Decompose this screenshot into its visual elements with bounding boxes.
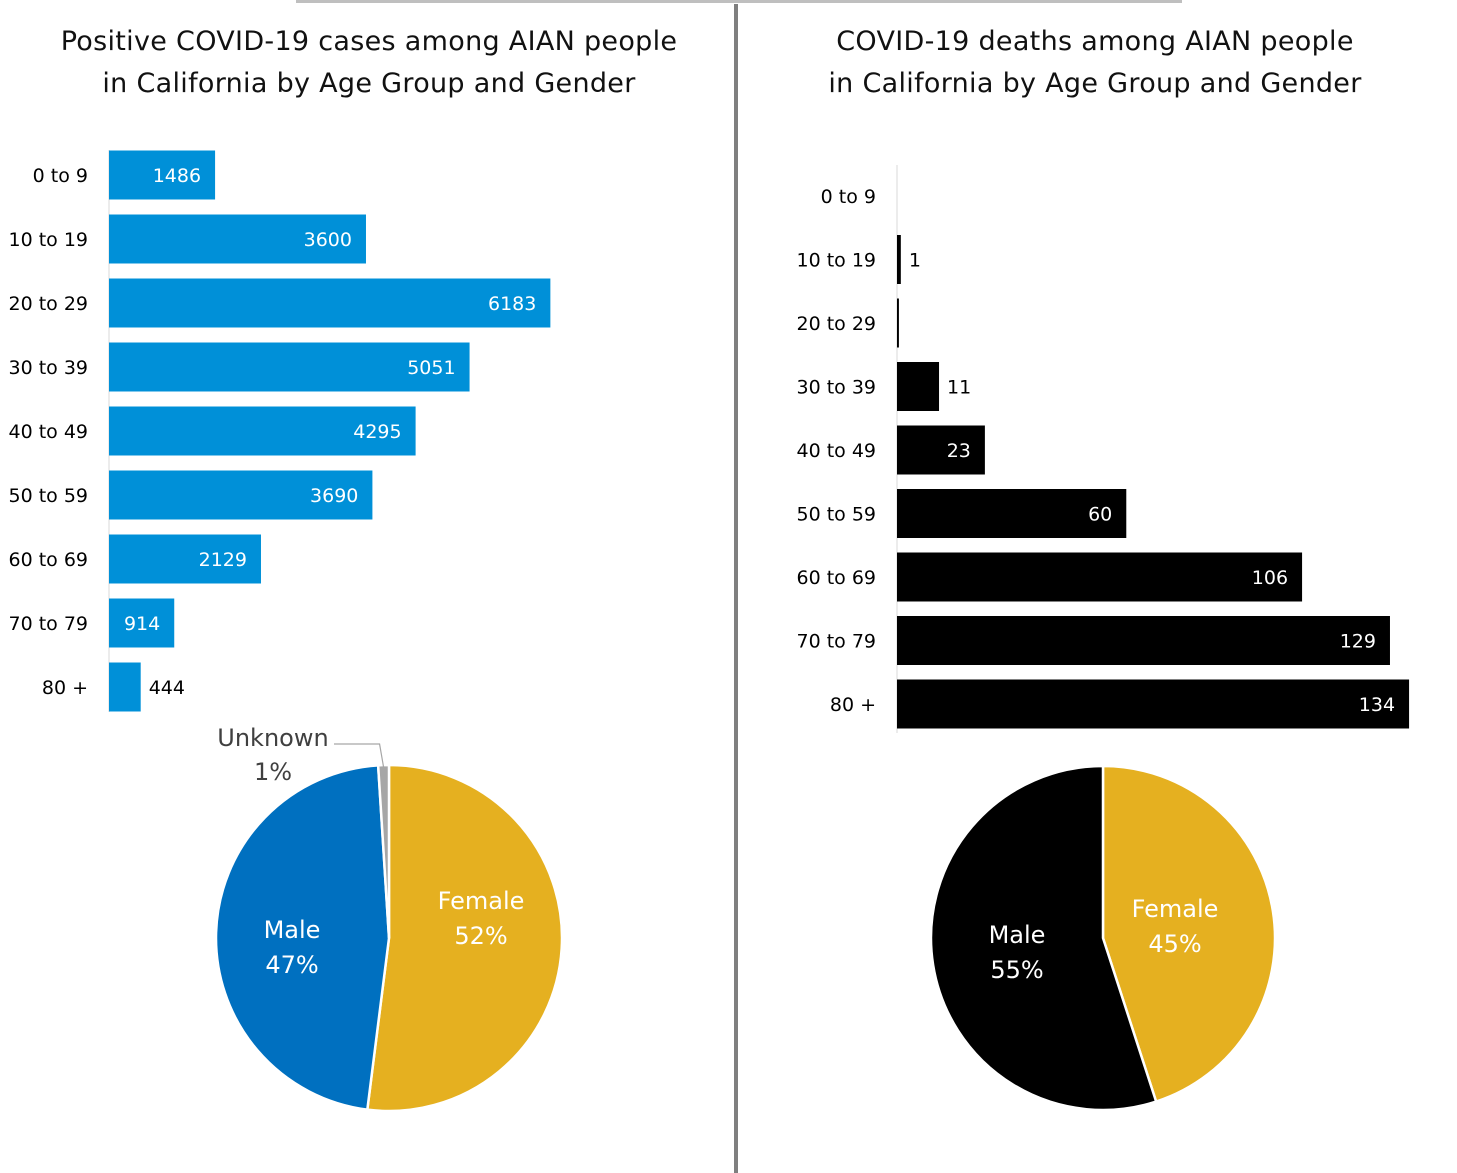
cases-bar: [109, 278, 551, 328]
deaths-category-label: 0 to 9: [821, 186, 876, 208]
deaths-pie-slice-female: [1101, 764, 1277, 1104]
cases-category-label: 70 to 79: [8, 613, 88, 635]
deaths-pie-label-male: Male: [989, 921, 1046, 949]
cases-bar: [109, 598, 175, 648]
cases-title-line1: Positive COVID-19 cases among AIAN peopl…: [60, 26, 678, 57]
cases-data-label: 914: [124, 613, 160, 635]
cases-data-label: 4295: [353, 421, 401, 443]
cases-category-label: 30 to 39: [8, 357, 88, 379]
cases-chart-title: Positive COVID-19 cases among AIAN peopl…: [10, 21, 728, 105]
cases-data-label: 1486: [153, 165, 201, 187]
cases-bar: [109, 342, 470, 392]
cases-data-label: 3600: [304, 229, 352, 251]
cases-category-label: 40 to 49: [8, 421, 88, 443]
deaths-category-label: 20 to 29: [796, 313, 876, 335]
deaths-pie-pct-female: 45%: [1148, 930, 1201, 958]
cases-data-label: 2129: [199, 549, 247, 571]
deaths-bar: [897, 425, 985, 475]
panel-divider: [734, 4, 738, 1173]
cases-bar: [109, 534, 261, 584]
deaths-bar: [897, 298, 899, 348]
cases-category-label: 0 to 9: [33, 165, 88, 187]
cases-bar-chart: 0 to 9 1486 10 to 19 3600 20 to 29 6183 30 to …: [8, 150, 551, 712]
deaths-pie-pct-male: 55%: [990, 956, 1043, 984]
deaths-data-label: 1: [909, 250, 921, 272]
cases-category-label: 50 to 59: [8, 485, 88, 507]
deaths-data-label: 11: [947, 377, 971, 399]
cases-bar: [109, 406, 416, 456]
deaths-data-label: 134: [1359, 694, 1395, 716]
deaths-category-label: 60 to 69: [796, 567, 876, 589]
cases-category-label: 80 +: [42, 677, 88, 699]
cases-category-label: 10 to 19: [8, 229, 88, 251]
deaths-data-label: 106: [1252, 567, 1288, 589]
cases-pie-pct-unknown: 1%: [254, 758, 292, 786]
cases-bar: [109, 214, 366, 264]
cases-title-line2: in California by Age Group and Gender: [102, 68, 636, 99]
cases-data-label: 6183: [488, 293, 536, 315]
deaths-bar: [897, 489, 1127, 538]
deaths-category-label: 40 to 49: [796, 440, 876, 462]
deaths-data-label: 60: [1088, 504, 1112, 526]
deaths-pie-slice-male: [929, 764, 1158, 1112]
cases-pie-unknown-leader-line: [334, 743, 385, 768]
deaths-bar-chart: 0 to 9 10 to 19 1 20 to 29 30 to 39 11 40 to 4…: [796, 165, 1410, 733]
deaths-gender-pie: Female 45% Male 55%: [929, 764, 1277, 1112]
cases-category-label: 20 to 29: [8, 293, 88, 315]
cases-bar: [109, 150, 216, 200]
cases-pie-pct-male: 47%: [265, 951, 318, 979]
deaths-data-label: 129: [1340, 631, 1376, 653]
cases-category-label: 60 to 69: [8, 549, 88, 571]
cases-gender-pie: Female 52% Male 47% Unknown 1%: [214, 724, 564, 1113]
deaths-bar: [897, 616, 1390, 665]
cases-bar: [109, 662, 141, 712]
cases-pie-label-female: Female: [438, 887, 525, 915]
cases-data-label: 5051: [407, 357, 455, 379]
deaths-bar: [897, 552, 1303, 602]
deaths-category-label: 70 to 79: [796, 631, 876, 653]
deaths-bar: [897, 235, 901, 284]
deaths-title-line2: in California by Age Group and Gender: [828, 68, 1362, 99]
deaths-category-label: 10 to 19: [796, 250, 876, 272]
cases-pie-slice-female: [365, 763, 564, 1113]
cases-pie-slice-male: [214, 764, 391, 1112]
cases-pie-label-unknown: Unknown: [217, 724, 328, 752]
deaths-bar: [897, 679, 1410, 729]
deaths-category-label: 30 to 39: [796, 377, 876, 399]
cases-pie-pct-female: 52%: [454, 922, 507, 950]
deaths-bar: [897, 362, 940, 411]
cases-pie-label-male: Male: [264, 916, 321, 944]
deaths-category-label: 50 to 59: [796, 504, 876, 526]
deaths-data-label: 23: [947, 440, 971, 462]
top-rule: [296, 0, 1182, 3]
cases-data-label: 444: [149, 677, 185, 699]
deaths-chart-title: COVID-19 deaths among AIAN people in Cal…: [745, 21, 1445, 105]
deaths-title-line1: COVID-19 deaths among AIAN people: [836, 26, 1354, 57]
deaths-category-label: 80 +: [830, 694, 876, 716]
cases-data-label: 3690: [310, 485, 358, 507]
cases-bar: [109, 470, 373, 520]
deaths-pie-label-female: Female: [1132, 895, 1219, 923]
